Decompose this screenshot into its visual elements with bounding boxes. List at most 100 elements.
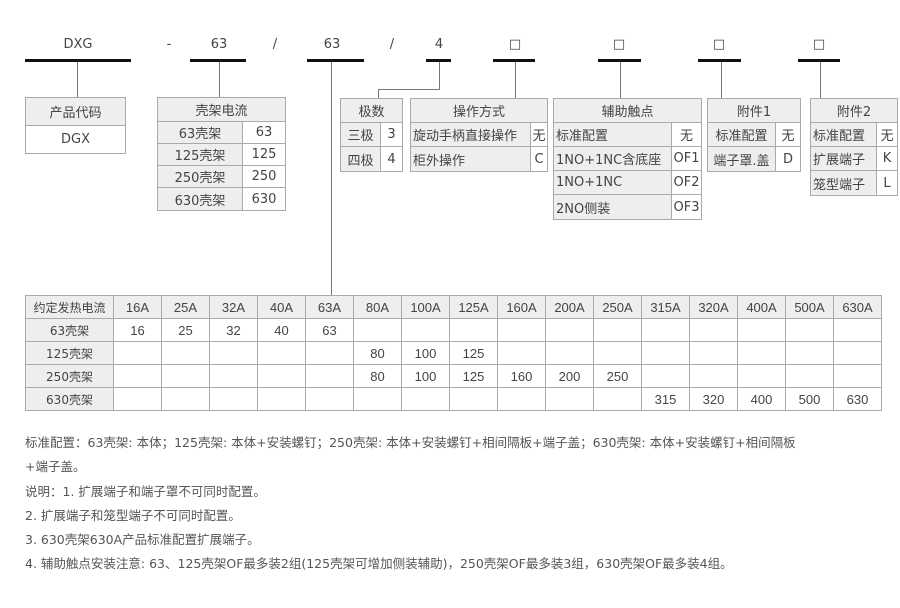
table-cell — [833, 341, 882, 365]
option-row: 四极 4 — [341, 147, 402, 171]
option-label: 三极 — [341, 123, 381, 146]
option-label: 标准配置 — [554, 123, 672, 146]
connector-line — [378, 89, 440, 90]
box-title: 操作方式 — [411, 99, 547, 123]
table-cell — [497, 318, 546, 342]
option-code: 630 — [243, 188, 285, 210]
row-label: 250壳架 — [25, 364, 114, 388]
connector-line — [439, 62, 440, 90]
code-segment: □ — [508, 37, 522, 52]
option-row: 630壳架 630 — [158, 188, 285, 210]
box-title: 极数 — [341, 99, 402, 123]
table-cell — [209, 364, 258, 388]
table-cell: 200 — [545, 364, 594, 388]
note-line: 4. 辅助触点安装注意: 63、125壳架OF最多装2组(125壳架可增加侧装辅… — [25, 556, 733, 571]
table-cell — [785, 364, 834, 388]
table-cell — [113, 364, 162, 388]
header-cell: 125A — [449, 295, 498, 319]
note-line: 3. 630壳架630A产品标准配置扩展端子。 — [25, 532, 260, 547]
table-cell: 16 — [113, 318, 162, 342]
option-code: OF2 — [672, 171, 701, 194]
header-cell: 63A — [305, 295, 354, 319]
option-code: 3 — [381, 123, 402, 146]
header-cell: 630A — [833, 295, 882, 319]
table-cell: 320 — [689, 387, 738, 411]
code-separator: / — [272, 37, 278, 52]
option-code: D — [776, 147, 800, 171]
code-segment: 4 — [434, 37, 444, 52]
code-segment: 63 — [323, 37, 341, 52]
box-title: 附件1 — [708, 99, 800, 123]
table-cell — [401, 387, 450, 411]
code-bar — [798, 59, 840, 62]
table-cell — [641, 318, 690, 342]
table-row: 630壳架 315 320 400 500 630 — [25, 387, 882, 411]
option-row: 三极 3 — [341, 123, 402, 147]
code-segment: □ — [712, 37, 726, 52]
box-title: 产品代码 — [26, 98, 125, 126]
option-code: OF3 — [672, 195, 701, 219]
option-code: K — [877, 147, 897, 170]
table-cell — [593, 341, 642, 365]
code-bar — [426, 59, 451, 62]
box-value: DGX — [26, 126, 125, 153]
option-code: L — [877, 171, 897, 195]
table-cell — [641, 364, 690, 388]
option-code: 无 — [531, 123, 547, 146]
table-cell — [449, 318, 498, 342]
option-row: 标准配置无 — [811, 123, 897, 147]
option-label: 630壳架 — [158, 188, 243, 210]
table-cell — [785, 341, 834, 365]
option-code: C — [531, 147, 547, 171]
option-row: 标准配置无 — [708, 123, 800, 147]
table-cell — [257, 387, 306, 411]
table-cell — [689, 341, 738, 365]
table-cell — [833, 318, 882, 342]
option-row: 125壳架 125 — [158, 144, 285, 166]
connector-line — [620, 62, 621, 98]
table-cell — [257, 364, 306, 388]
table-cell — [353, 318, 402, 342]
option-row: 63壳架 63 — [158, 122, 285, 144]
header-cell: 400A — [737, 295, 786, 319]
table-cell — [689, 318, 738, 342]
table-cell — [257, 341, 306, 365]
table-cell: 63 — [305, 318, 354, 342]
code-bar — [698, 59, 741, 62]
header-cell: 500A — [785, 295, 834, 319]
option-row: 1NO+1NC OF2 — [554, 171, 701, 195]
table-cell: 400 — [737, 387, 786, 411]
table-cell: 100 — [401, 364, 450, 388]
table-row: 125壳架 80 100 125 — [25, 341, 882, 365]
connector-line — [331, 62, 332, 295]
option-label: 端子罩.盖 — [708, 147, 776, 171]
note-line: 标准配置：63壳架: 本体；125壳架: 本体+安装螺钉；250壳架: 本体+安… — [25, 435, 796, 450]
table-cell — [161, 387, 210, 411]
code-bar — [307, 59, 364, 62]
table-cell — [641, 341, 690, 365]
product-code-box: 产品代码 DGX — [25, 97, 126, 154]
option-row: 1NO+1NC含底座 OF1 — [554, 147, 701, 171]
option-label: 63壳架 — [158, 122, 243, 143]
connector-line — [721, 62, 722, 98]
option-label: 扩展端子 — [811, 147, 877, 170]
option-label: 标准配置 — [811, 123, 877, 146]
table-cell: 25 — [161, 318, 210, 342]
header-cell: 约定发热电流 — [25, 295, 114, 319]
note-line: 2. 扩展端子和笼型端子不可同时配置。 — [25, 508, 241, 523]
option-code: 4 — [381, 147, 402, 171]
table-cell — [593, 387, 642, 411]
table-cell — [305, 387, 354, 411]
table-cell: 160 — [497, 364, 546, 388]
table-row: 63壳架 16 25 32 40 63 — [25, 318, 882, 342]
table-cell: 32 — [209, 318, 258, 342]
table-cell — [545, 318, 594, 342]
option-row: 柜外操作 C — [411, 147, 547, 171]
table-cell — [113, 341, 162, 365]
header-cell: 200A — [545, 295, 594, 319]
table-cell: 80 — [353, 364, 402, 388]
option-code: 无 — [877, 123, 897, 146]
option-label: 250壳架 — [158, 166, 243, 187]
table-cell — [113, 387, 162, 411]
code-segment: □ — [812, 37, 826, 52]
